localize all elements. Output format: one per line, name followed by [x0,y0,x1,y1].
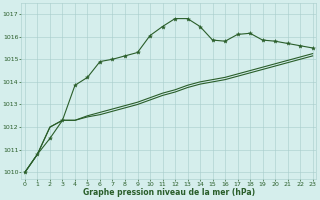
X-axis label: Graphe pression niveau de la mer (hPa): Graphe pression niveau de la mer (hPa) [83,188,255,197]
